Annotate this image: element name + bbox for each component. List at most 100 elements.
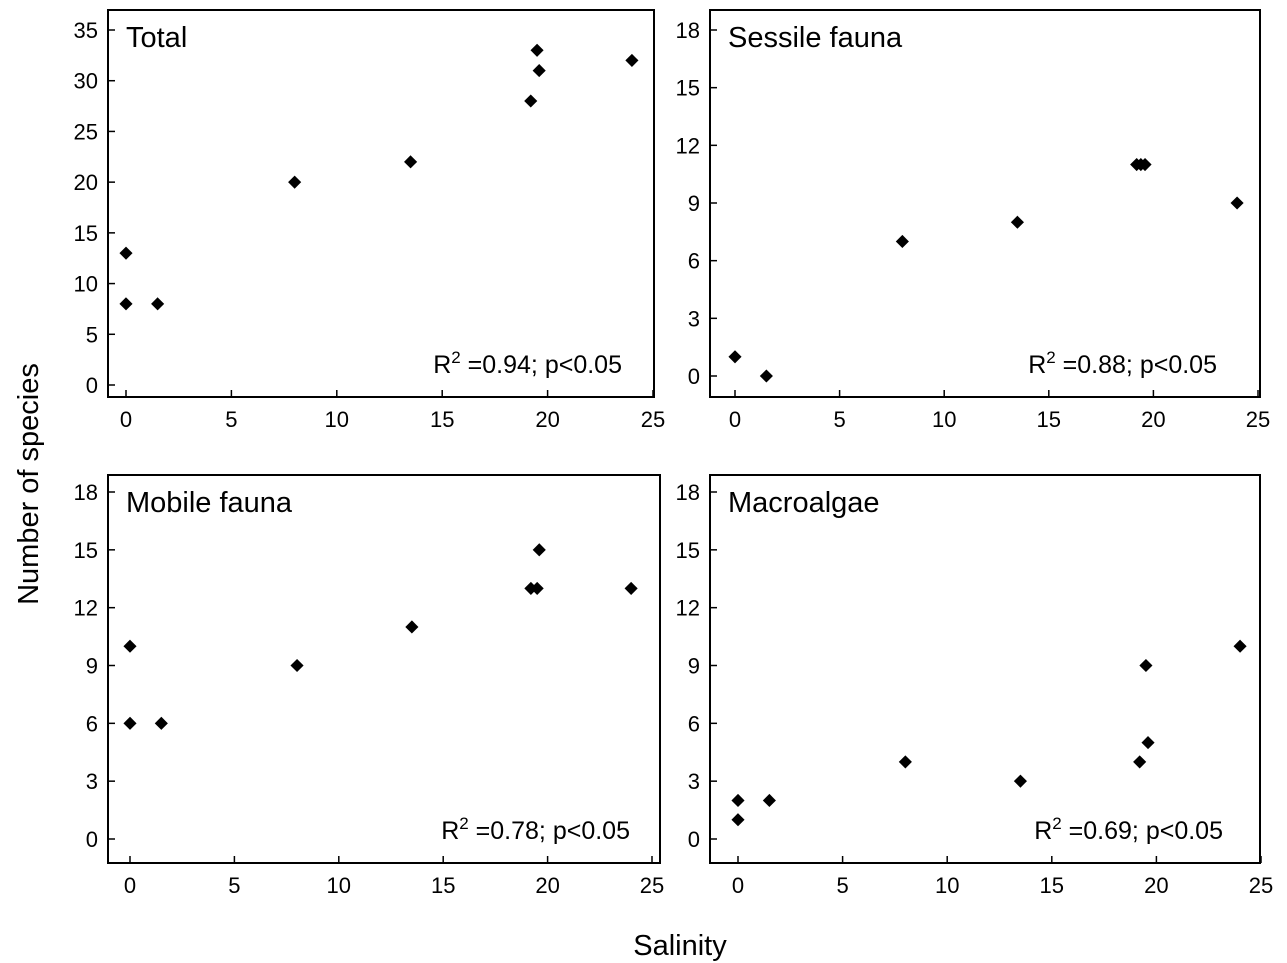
x-tick-label: 0 (729, 407, 741, 432)
panel-title: Macroalgae (728, 487, 880, 519)
x-tick-label: 10 (327, 873, 351, 898)
plot-frame (709, 474, 1261, 864)
data-point (532, 543, 546, 557)
y-tick-label: 0 (86, 827, 98, 852)
data-point (1139, 658, 1153, 673)
y-tick-label: 12 (676, 596, 700, 621)
x-tick-label: 5 (836, 873, 848, 898)
data-point (731, 793, 745, 808)
y-tick-label: 18 (74, 480, 98, 505)
data-point (759, 369, 773, 383)
y-tick-label: 15 (676, 76, 700, 101)
plot-frame (107, 9, 655, 398)
data-point (728, 350, 742, 364)
data-point (532, 64, 546, 78)
figure-x-axis-label: Salinity (633, 930, 727, 962)
y-tick-label: 12 (74, 596, 98, 621)
x-tick-label: 0 (732, 873, 744, 898)
x-tick-label: 0 (120, 407, 132, 432)
y-tick-label: 6 (688, 249, 700, 274)
data-point (1138, 157, 1152, 172)
x-tick-label: 15 (1037, 407, 1061, 432)
y-tick-label: 15 (676, 538, 700, 563)
data-point (530, 43, 544, 57)
panel-3: 0 3 6 9 12 15 18 0 5 10 15 20 25 Mobile fauna R2 =0.78… (74, 474, 664, 898)
figure-y-axis-label: Number of species (13, 363, 45, 605)
y-tick-label: 18 (676, 18, 700, 43)
x-tick-label: 15 (431, 873, 455, 898)
stat-annotation: R2 =0.78; p<0.05 (441, 814, 630, 845)
data-point (1233, 639, 1247, 653)
data-point (1013, 774, 1027, 788)
data-point (898, 755, 912, 769)
x-tick-label: 0 (124, 873, 136, 898)
y-tick-label: 20 (74, 170, 98, 195)
x-tick-label: 25 (1249, 873, 1273, 898)
y-tick-label: 3 (86, 769, 98, 794)
data-point (762, 793, 776, 808)
data-point (119, 297, 133, 311)
data-point (895, 234, 909, 249)
y-tick-label: 3 (688, 769, 700, 794)
panel-title: Total (126, 22, 187, 54)
data-point (404, 155, 418, 169)
y-tick-label: 3 (688, 306, 700, 331)
stat-annotation: R2 =0.94; p<0.05 (433, 348, 622, 379)
x-tick-label: 20 (1141, 407, 1165, 432)
y-tick-label: 6 (688, 711, 700, 736)
data-point (524, 94, 538, 108)
panel-4: 0 3 6 9 12 15 18 0 5 10 15 20 25 Macroalgae R2 =0.69; … (676, 474, 1273, 898)
y-tick-label: 9 (86, 654, 98, 679)
data-point (1141, 736, 1155, 750)
x-tick-label: 5 (228, 873, 240, 898)
y-tick-label: 35 (74, 18, 98, 43)
y-tick-label: 6 (86, 711, 98, 736)
data-point (119, 246, 133, 260)
y-tick-label: 0 (688, 827, 700, 852)
x-tick-label: 10 (325, 407, 349, 432)
y-tick-label: 9 (688, 654, 700, 679)
x-tick-label: 25 (1246, 407, 1270, 432)
data-point (288, 175, 302, 189)
data-point (123, 639, 137, 653)
panel-2: 0 3 6 9 12 15 18 0 5 10 15 20 25 Sessile fauna R2 =0.8… (676, 9, 1270, 432)
x-tick-label: 20 (535, 873, 559, 898)
data-point (290, 658, 304, 673)
stat-annotation: R2 =0.88; p<0.05 (1028, 348, 1217, 379)
data-point (405, 620, 419, 634)
y-tick-label: 10 (74, 272, 98, 297)
y-tick-label: 0 (86, 373, 98, 398)
y-tick-label: 5 (86, 322, 98, 347)
x-tick-label: 20 (535, 407, 559, 432)
x-tick-label: 20 (1144, 873, 1168, 898)
data-point (1010, 215, 1024, 229)
data-point (151, 297, 165, 311)
y-tick-label: 9 (688, 191, 700, 216)
x-tick-label: 5 (225, 407, 237, 432)
y-tick-label: 18 (676, 480, 700, 505)
y-tick-label: 15 (74, 538, 98, 563)
x-tick-label: 15 (1040, 873, 1064, 898)
y-tick-label: 25 (74, 119, 98, 144)
panel-1: 0 5 10 15 20 25 30 35 0 5 10 15 20 25 Total R2 =0.94; p… (74, 9, 665, 432)
x-tick-label: 10 (935, 873, 959, 898)
data-point (530, 581, 544, 595)
x-tick-label: 10 (932, 407, 956, 432)
x-tick-label: 5 (833, 407, 845, 432)
y-tick-label: 30 (74, 69, 98, 94)
plot-frame (709, 9, 1261, 398)
stat-annotation: R2 =0.69; p<0.05 (1034, 814, 1223, 845)
data-point (154, 716, 168, 730)
x-tick-label: 25 (641, 407, 665, 432)
data-point (123, 716, 137, 730)
x-tick-label: 25 (640, 873, 664, 898)
data-point (1133, 755, 1147, 769)
y-tick-label: 15 (74, 221, 98, 246)
panel-title: Mobile fauna (126, 487, 293, 519)
data-point (731, 813, 745, 827)
x-tick-label: 15 (430, 407, 454, 432)
panel-title: Sessile fauna (728, 22, 903, 54)
plot-frame (107, 474, 661, 864)
